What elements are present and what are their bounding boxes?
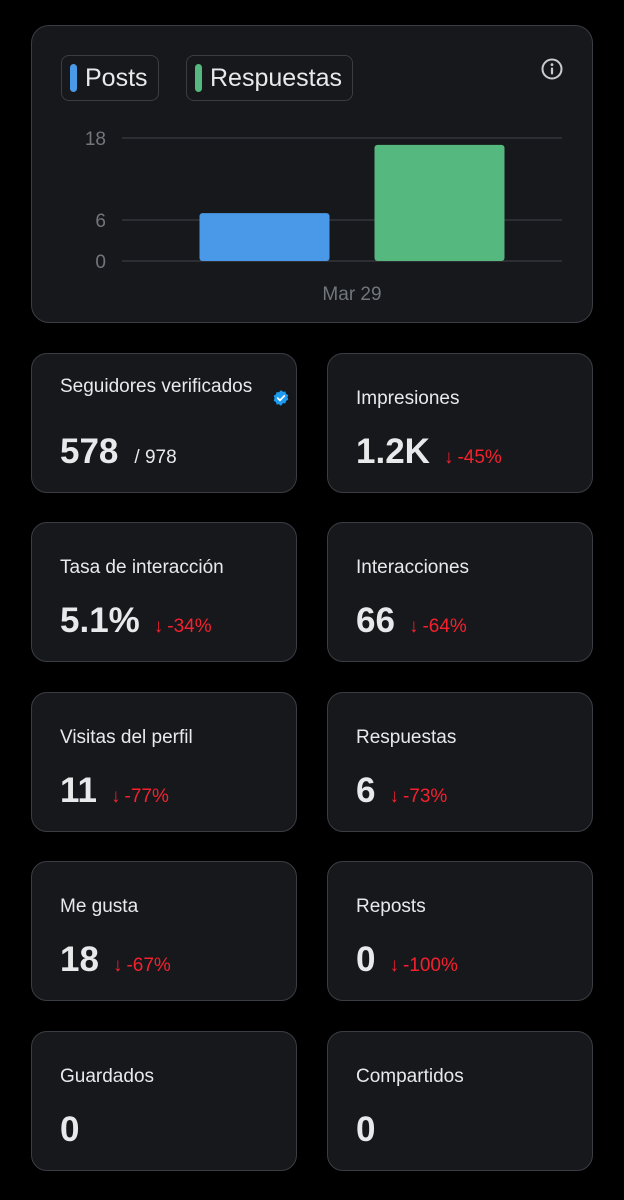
stat-card-impressions[interactable]: Impresiones 1.2K ↓ -45% (327, 353, 593, 493)
chart-card: 0 6 18 Mar 29 Posts Respuestas (31, 25, 593, 323)
stat-value: 0 (356, 1110, 376, 1149)
down-arrow-icon: ↓ (153, 616, 164, 637)
legend-posts-label: Posts (85, 63, 148, 92)
stat-card-shares[interactable]: Compartidos 0 (327, 1031, 593, 1171)
stat-delta: ↓ -100% (389, 955, 457, 977)
stat-delta: ↓ -45% (444, 447, 502, 469)
x-tick-label: Mar 29 (322, 284, 381, 305)
stat-label: Guardados (60, 1066, 155, 1087)
y-tick-label: 0 (95, 252, 106, 273)
legend-respuestas-label: Respuestas (210, 63, 343, 92)
down-arrow-icon: ↓ (408, 616, 419, 637)
stat-label: Reposts (356, 896, 426, 917)
legend-posts-swatch (70, 64, 77, 92)
stat-delta: ↓ -73% (389, 786, 447, 808)
legend-posts[interactable]: Posts (61, 55, 159, 101)
stat-value: 5.1% (60, 601, 140, 640)
stat-label: Seguidores verificados (60, 376, 253, 397)
stat-card-verified-followers[interactable]: Seguidores verificados 578 / 978 (31, 353, 297, 493)
stat-value: 11 (60, 771, 97, 810)
stat-delta-value: -100% (402, 955, 458, 976)
stat-card-engagement-rate[interactable]: Tasa de interacción 5.1% ↓ -34% (31, 522, 297, 662)
stat-label: Respuestas (356, 727, 457, 748)
stat-delta: ↓ -67% (113, 955, 171, 977)
info-icon[interactable] (540, 57, 564, 81)
y-tick-label: 18 (85, 129, 106, 150)
stat-value: 18 (60, 940, 99, 979)
stat-label: Impresiones (356, 388, 460, 409)
stat-card-likes[interactable]: Me gusta 18 ↓ -67% (31, 861, 297, 1001)
stat-delta: ↓ -34% (154, 616, 212, 638)
stat-label: Me gusta (60, 896, 139, 917)
down-arrow-icon: ↓ (112, 955, 123, 976)
stat-delta-value: -34% (167, 616, 212, 637)
stat-card-reposts[interactable]: Reposts 0 ↓ -100% (327, 861, 593, 1001)
stat-value: 66 (356, 601, 395, 640)
stat-label: Visitas del perfil (60, 727, 193, 748)
stat-delta-value: -77% (124, 786, 169, 807)
stat-card-bookmarks[interactable]: Guardados 0 (31, 1031, 297, 1171)
stat-value: 578 (60, 432, 119, 471)
bar-posts[interactable] (199, 213, 330, 261)
stat-delta-value: -73% (402, 786, 448, 807)
stat-label: Tasa de interacción (60, 557, 224, 578)
y-tick-label: 6 (95, 211, 106, 232)
stat-total: / 978 (134, 447, 177, 468)
stat-delta-value: -45% (457, 447, 502, 468)
legend-respuestas-swatch (195, 64, 202, 92)
down-arrow-icon: ↓ (443, 447, 454, 468)
down-arrow-icon: ↓ (389, 955, 399, 976)
stat-delta: ↓ -64% (409, 616, 467, 638)
down-arrow-icon: ↓ (111, 786, 121, 807)
stat-value: 0 (356, 940, 376, 979)
stat-value: 0 (60, 1110, 80, 1149)
down-arrow-icon: ↓ (389, 786, 399, 807)
stat-value: 1.2K (356, 432, 430, 471)
stat-delta-value: -67% (126, 955, 171, 976)
stat-card-profile-visits[interactable]: Visitas del perfil 11 ↓ -77% (31, 692, 297, 832)
stat-card-replies[interactable]: Respuestas 6 ↓ -73% (327, 692, 593, 832)
legend-respuestas[interactable]: Respuestas (186, 55, 354, 101)
verified-badge-icon (273, 390, 289, 406)
bar-chart: 0 6 18 Mar 29 (85, 129, 562, 305)
stat-label: Compartidos (356, 1066, 464, 1087)
stat-delta-value: -64% (422, 616, 467, 637)
stat-card-interactions[interactable]: Interacciones 66 ↓ -64% (327, 522, 593, 662)
bar-respuestas[interactable] (374, 144, 505, 261)
stat-value: 6 (356, 771, 376, 810)
stat-label: Interacciones (356, 557, 470, 578)
stat-delta: ↓ -77% (111, 786, 169, 808)
